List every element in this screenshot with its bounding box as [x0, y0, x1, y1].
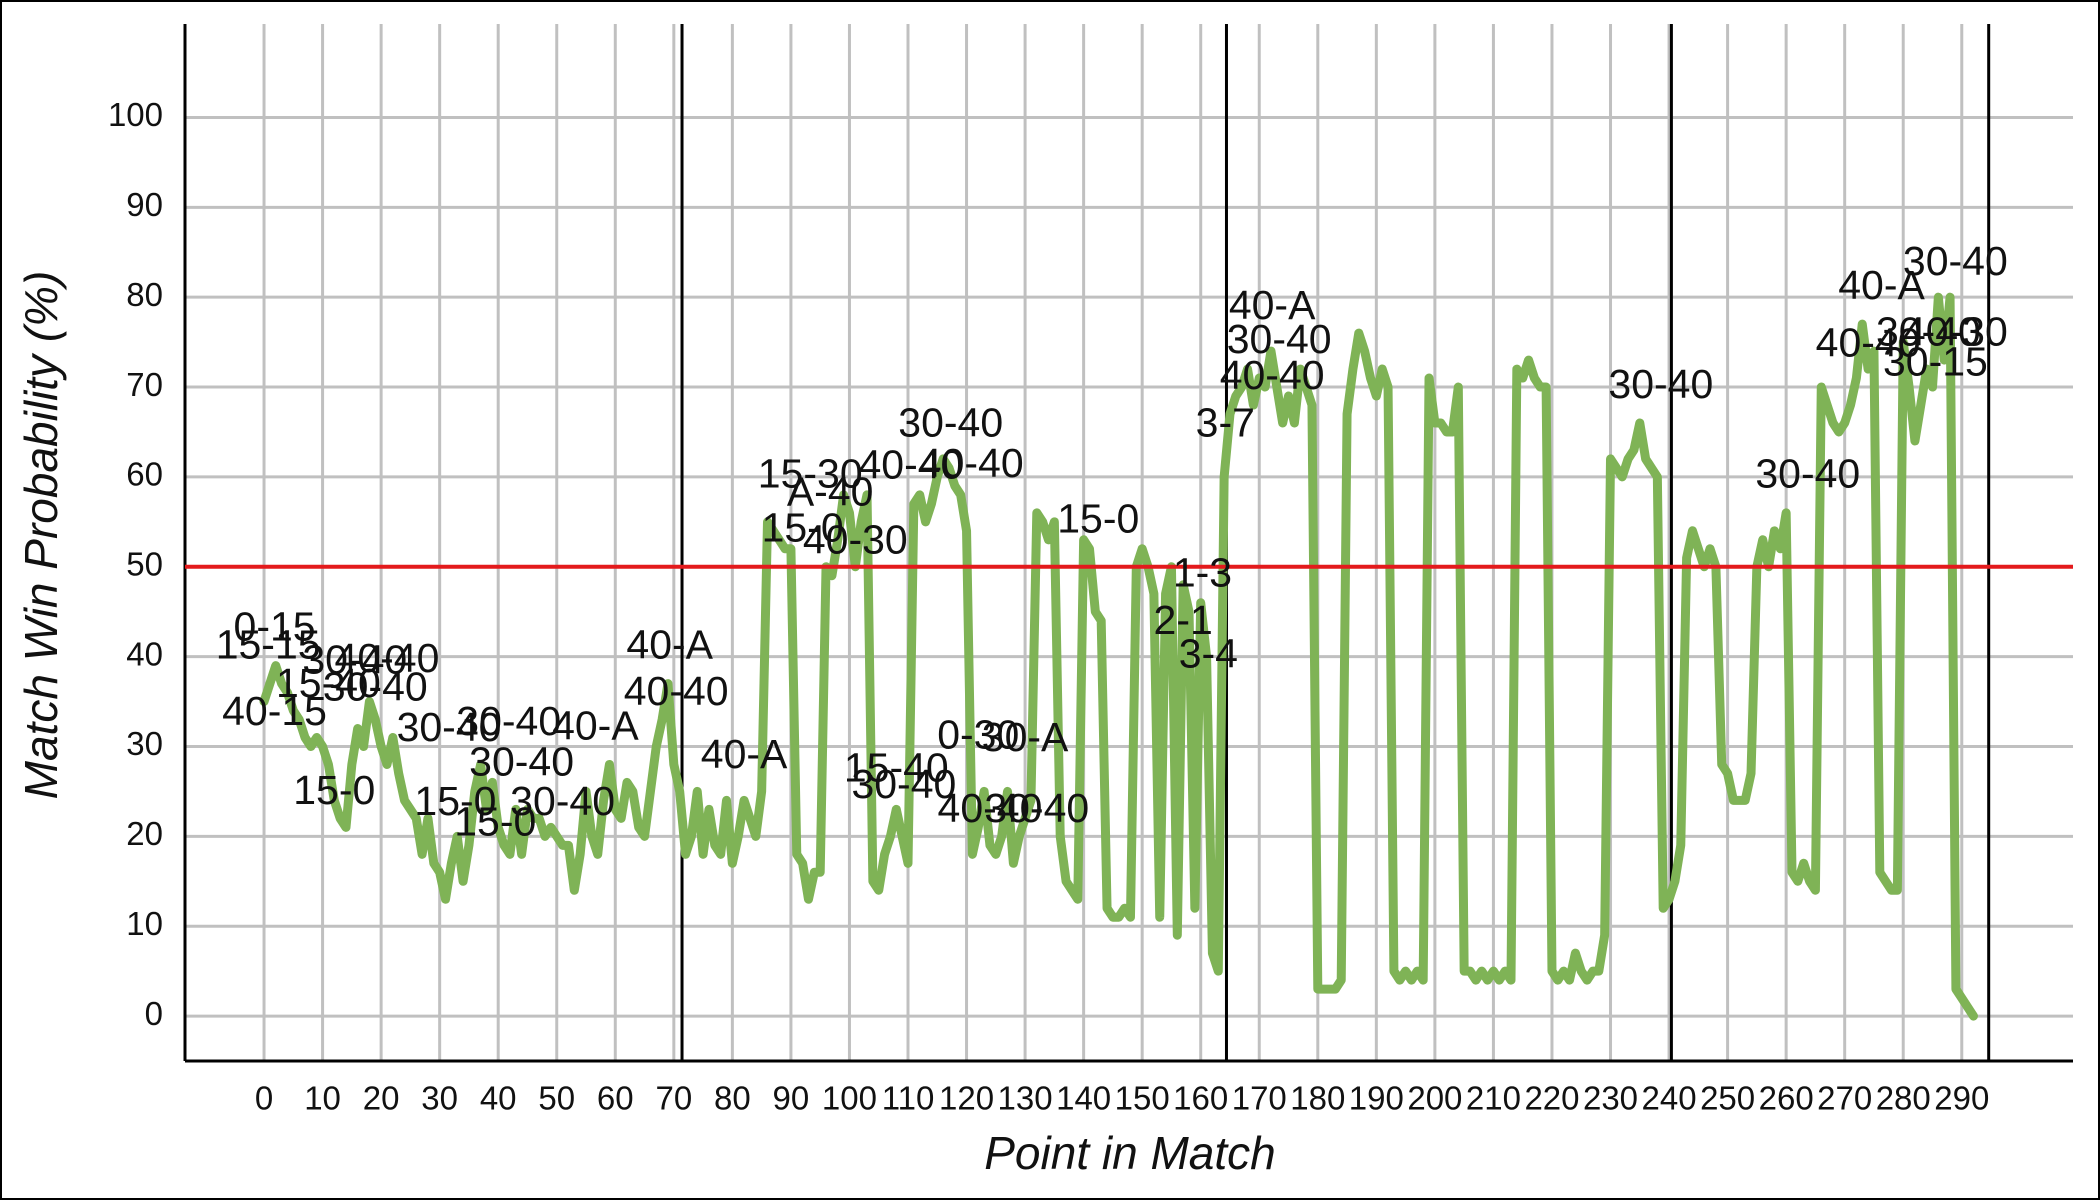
labels: 0 10 20 30 40 50 60 70 80 90 100 0 10 20 30 40 50 60 70 80 9… [108, 96, 2008, 1117]
x-tick-label: 10 [304, 1080, 341, 1117]
y-tick-label: 80 [126, 276, 163, 313]
annotation: 40-40 [335, 635, 440, 681]
x-axis-label: Point in Match [984, 1127, 1275, 1179]
x-tick-label: 40 [480, 1080, 517, 1117]
y-tick-label: 60 [126, 456, 163, 493]
annotation: 30-40 [1608, 361, 1713, 407]
x-tick-label: 210 [1466, 1080, 1521, 1117]
annotation: 30-15 [1883, 338, 1988, 384]
annotation: 3-4 [1179, 630, 1238, 676]
annotation: 30-40 [1903, 238, 2008, 284]
annotation: 40-A [1838, 262, 1925, 308]
annotation: 15-40 [276, 660, 381, 706]
y-tick-label: 90 [126, 186, 163, 223]
annotation: 30-40 [1876, 309, 1981, 355]
annotation: 40-40 [1816, 320, 1921, 366]
x-tick-label: 120 [939, 1080, 994, 1117]
y-tick-label: 0 [145, 995, 163, 1032]
annotation: 30-40 [456, 698, 561, 744]
x-tick-label: 260 [1759, 1080, 1814, 1117]
x-tick-label: 130 [998, 1080, 1053, 1117]
x-tick-label: 290 [1934, 1080, 1989, 1117]
annotation: 40-A [626, 621, 713, 667]
annotation: 15-0 [414, 778, 496, 824]
annotation: 30-40 [302, 637, 407, 683]
x-tick-label: 230 [1583, 1080, 1638, 1117]
annotation: 15-40 [844, 745, 949, 791]
annotation: 3-7 [1196, 400, 1255, 446]
x-tick-label: 280 [1876, 1080, 1931, 1117]
x-tick-label: 150 [1115, 1080, 1170, 1117]
x-tick-label: 270 [1817, 1080, 1872, 1117]
annotation: 30-40 [851, 761, 956, 807]
x-tick-label: 0 [255, 1080, 273, 1117]
annotation: 40-15 [222, 688, 327, 734]
y-tick-label: 20 [126, 815, 163, 852]
annotation: 30-40 [397, 704, 502, 750]
x-tick-label: 190 [1349, 1080, 1404, 1117]
x-tick-label: 240 [1642, 1080, 1697, 1117]
x-tick-label: 200 [1407, 1080, 1462, 1117]
annotation: 30-40 [1755, 451, 1860, 497]
annotation: 30-40 [323, 664, 428, 710]
x-tick-label: 220 [1524, 1080, 1579, 1117]
annotation: 40-A [552, 702, 639, 748]
annotation: 0-15 [234, 603, 316, 649]
x-tick-label: 80 [714, 1080, 751, 1117]
annotation: 15-30 [758, 451, 863, 497]
annotation: 30-40 [1227, 316, 1332, 362]
annotation: 40-30 [1903, 309, 2008, 355]
annotation: 30-A [982, 714, 1069, 760]
annotation: 15-0 [293, 767, 375, 813]
annotation: 40-40 [919, 440, 1024, 486]
annotation: 40-40 [1220, 352, 1325, 398]
x-tick-label: 20 [363, 1080, 400, 1117]
annotation: 15-0 [762, 505, 844, 551]
y-tick-label: 30 [126, 725, 163, 762]
y-tick-label: 10 [126, 905, 163, 942]
annotation: 30-40 [984, 785, 1089, 831]
annotation: 40-40 [858, 442, 963, 488]
y-tick-label: 40 [126, 635, 163, 672]
annotation: 0-30 [937, 711, 1019, 757]
y-tick-label: 100 [108, 96, 163, 133]
x-tick-label: 60 [597, 1080, 634, 1117]
annotation: 1-3 [1173, 550, 1232, 596]
annotation: 30-40 [510, 778, 615, 824]
x-tick-label: 160 [1173, 1080, 1228, 1117]
x-tick-label: 90 [773, 1080, 810, 1117]
annotation: 15-0 [1057, 496, 1139, 542]
annotation: 40-30 [803, 516, 908, 562]
x-tick-label: 140 [1056, 1080, 1111, 1117]
x-tick-label: 250 [1700, 1080, 1755, 1117]
annotation: 40-40 [938, 785, 1043, 831]
y-tick-label: 70 [126, 366, 163, 403]
series-line [259, 292, 1978, 1021]
annotation: 15-15 [216, 621, 321, 667]
plot [185, 292, 2073, 1021]
x-tick-label: 110 [882, 1080, 935, 1117]
annotation: 40-A [1229, 282, 1316, 328]
x-tick-label: 180 [1290, 1080, 1345, 1117]
annotation: 15-0 [454, 798, 536, 844]
y-axis-label: Match Win Probability (%) [15, 271, 67, 800]
annotation: 30-40 [898, 400, 1003, 446]
y-tick-label: 50 [126, 545, 163, 582]
x-tick-label: 50 [538, 1080, 575, 1117]
annotation: 40-40 [624, 668, 729, 714]
x-tick-label: 100 [822, 1080, 877, 1117]
annotation: 2-1 [1154, 597, 1213, 643]
x-tick-label: 70 [655, 1080, 692, 1117]
x-tick-label: 30 [421, 1080, 458, 1117]
annotation: A-40 [787, 469, 874, 515]
annotation: 30-40 [469, 738, 574, 784]
annotation: 40-A [701, 731, 788, 777]
x-tick-label: 170 [1232, 1080, 1287, 1117]
